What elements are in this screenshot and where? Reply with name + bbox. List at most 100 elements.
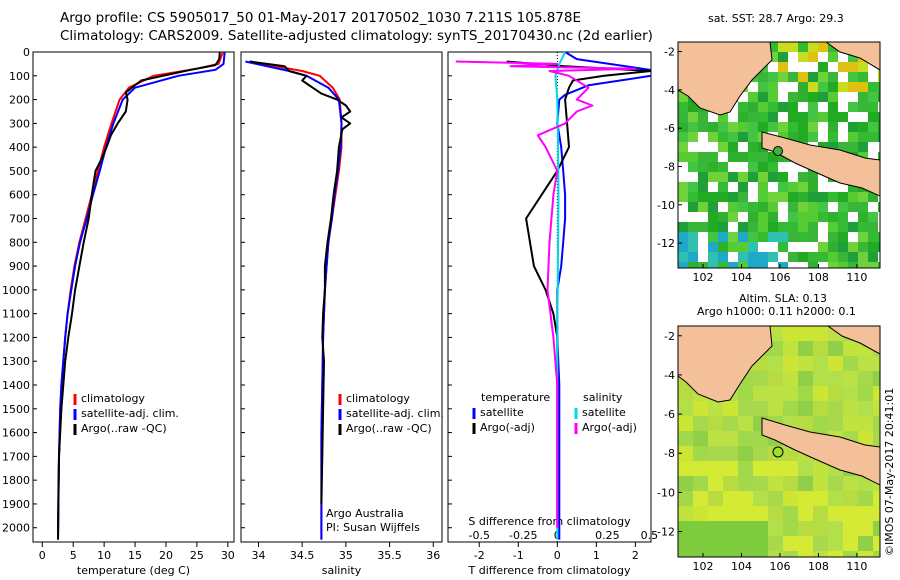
sst-cell [728, 202, 738, 212]
sla-cell [693, 416, 708, 431]
sla-cell [873, 506, 880, 521]
sst-cell [708, 162, 718, 172]
sst-cell [868, 242, 878, 252]
sst-cell [708, 262, 718, 268]
sst-cell [808, 42, 818, 52]
sla-cell [873, 386, 880, 401]
sst-cell [818, 92, 828, 102]
sla-cell [873, 356, 880, 371]
sst-map [678, 42, 880, 268]
sst-cell [868, 252, 878, 262]
sla-cell [873, 416, 880, 431]
sst-cell [788, 182, 798, 192]
sla-cell [783, 491, 798, 506]
sst-cell [808, 82, 818, 92]
sst-cell [838, 202, 848, 212]
sst-cell [778, 72, 788, 82]
sst-cell [698, 222, 708, 232]
sla-cell [768, 476, 783, 491]
sst-cell [868, 102, 878, 112]
sst-cell [758, 202, 768, 212]
sla-cell [828, 506, 843, 521]
sst-cell [678, 222, 688, 232]
sla-cell [843, 506, 858, 521]
sst-cell [808, 262, 818, 268]
sla-cell [678, 521, 693, 536]
sst-cell [748, 112, 758, 122]
temperature-legend-label: satellite-adj. clim. [81, 407, 179, 420]
salinity-legend-label: satellite-adj. clim. [346, 407, 444, 420]
sst-cell [688, 182, 698, 192]
sst-cell [858, 262, 868, 268]
sst-cell [678, 112, 688, 122]
sst-cell [678, 252, 688, 262]
map-y-tick-label: -12 [657, 526, 675, 539]
sal-diff-legend-label: satellite [582, 406, 626, 419]
sst-cell [798, 212, 808, 222]
sst-cell [748, 102, 758, 112]
sst-cell [768, 102, 778, 112]
sla-cell [873, 536, 880, 551]
sst-cell [738, 232, 748, 242]
sst-cell [788, 252, 798, 262]
sla-cell [858, 371, 873, 386]
sla-cell [678, 506, 693, 521]
sst-cell [698, 192, 708, 202]
sst-cell [818, 192, 828, 202]
sla-cell [693, 521, 708, 536]
sla-cell [678, 461, 693, 476]
sst-cell [868, 132, 878, 142]
y-tick-label: 800 [9, 236, 30, 249]
map-x-tick-label: 108 [808, 271, 829, 284]
x-tick-label: 34 [251, 549, 265, 562]
x-tick-label: -1 [513, 549, 524, 562]
sla-cell [738, 461, 753, 476]
y-tick-label: 1500 [2, 403, 30, 416]
sst-cell [768, 162, 778, 172]
sla-cell [828, 476, 843, 491]
sla-cell [843, 386, 858, 401]
sst-cell [828, 82, 838, 92]
sst-cell [838, 112, 848, 122]
argo-credit: Argo Australia [326, 507, 404, 520]
sst-cell [698, 162, 708, 172]
sla-cell [858, 386, 873, 401]
sla-cell [828, 551, 843, 557]
sst-cell [808, 102, 818, 112]
sst-cell [758, 112, 768, 122]
sla-cell [753, 476, 768, 491]
sst-cell [858, 92, 868, 102]
sla-cell [798, 386, 813, 401]
y-tick-label: 1700 [2, 450, 30, 463]
sst-cell [718, 162, 728, 172]
map-y-tick-label: -2 [664, 46, 675, 59]
map-x-tick-label: 106 [769, 271, 790, 284]
sla-cell [798, 416, 813, 431]
sst-cell [878, 262, 880, 268]
sla-cell [678, 386, 693, 401]
sst-cell [878, 122, 880, 132]
sst-cell [748, 132, 758, 142]
sst-cell [798, 202, 808, 212]
sst-cell [828, 252, 838, 262]
sla-cell [753, 371, 768, 386]
sst-cell [768, 152, 778, 162]
sst-cell [778, 42, 788, 52]
sst-cell [828, 72, 838, 82]
sst-cell [828, 222, 838, 232]
series-line-salinity-argo-adj- [455, 60, 637, 528]
sla-cell [753, 506, 768, 521]
sst-cell [808, 202, 818, 212]
y-tick-label: 1800 [2, 474, 30, 487]
sst-cell [708, 132, 718, 142]
sst-cell [798, 52, 808, 62]
sst-cell [868, 122, 878, 132]
sst-cell [798, 82, 808, 92]
sst-cell [688, 162, 698, 172]
map-y-tick-label: -6 [664, 122, 675, 135]
sst-cell [718, 222, 728, 232]
sst-cell [808, 132, 818, 142]
sst-cell [728, 142, 738, 152]
sst-cell [708, 122, 718, 132]
sst-cell [708, 252, 718, 262]
